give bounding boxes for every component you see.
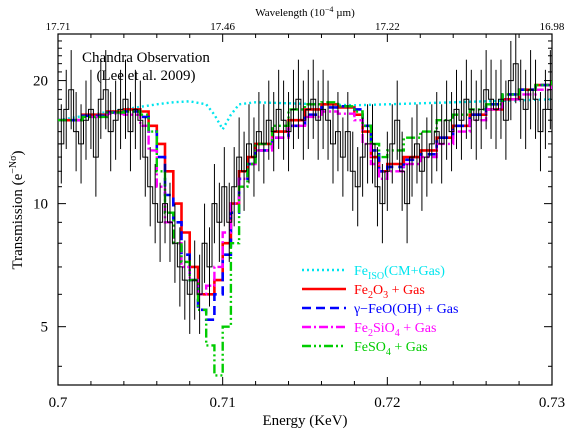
series-line [58, 82, 552, 321]
plot-frame [57, 33, 553, 386]
legend-label-part: (CM+Gas) [384, 264, 445, 279]
legend-label-part: 2 [368, 328, 373, 339]
legend-label: γ−FeO(OH) + Gas [353, 302, 458, 317]
series-line [58, 80, 552, 377]
x-tick-label: 0.72 [374, 395, 400, 411]
legend-label: Fe2O3 + Gas [354, 283, 425, 301]
x-tick-label: 0.7 [49, 395, 68, 411]
y-tick-labels: 5 10 20 [33, 74, 48, 336]
legend-label-part: Fe [354, 321, 368, 336]
series-line [58, 85, 552, 296]
legend-label-part: SiO [373, 321, 395, 336]
y-axis-title-close: ) [10, 151, 26, 156]
legend-label-part: 4 [395, 328, 400, 339]
y-axis-title-sup: −Nσ [8, 155, 19, 174]
series-line [58, 80, 552, 296]
y-tick-label: 20 [33, 74, 48, 90]
top-tick-labels: 17.71 17.46 17.22 16.98 [46, 21, 565, 33]
annotation-line1: Chandra Observation [82, 50, 210, 66]
top-tick-label: 17.46 [210, 21, 235, 33]
top-tick-label: 16.98 [540, 21, 565, 33]
x-tick-label: 0.71 [210, 395, 236, 411]
top-tick-label: 17.71 [46, 21, 71, 33]
top-axis-title: Wavelength (10−4 µm) [255, 5, 355, 19]
y-tick-label: 10 [33, 197, 48, 213]
legend-label-part: FeSO [354, 340, 386, 355]
axis-ticks [57, 33, 553, 385]
y-axis-title-main: Transmission (e [10, 173, 26, 269]
top-axis-title-sup: −4 [325, 5, 334, 14]
series-line [58, 98, 552, 132]
observation-histogram [58, 63, 552, 295]
legend-label-part: 2 [368, 290, 373, 301]
legend-label-part: + Gas [391, 340, 428, 355]
legend-label-part: 3 [383, 290, 388, 301]
model-lines [58, 80, 552, 377]
legend-label-part: Fe [354, 283, 368, 298]
observation-data [58, 34, 552, 334]
legend-label-part: + Gas [388, 283, 425, 298]
top-axis-title-close: µm) [333, 7, 355, 19]
legend-label-part: Fe [354, 264, 368, 279]
legend-label-part: + Gas [400, 321, 437, 336]
x-axis-title: Energy (KeV) [262, 413, 347, 429]
legend-label-part: ISO [368, 271, 384, 282]
legend-label: Fe2SiO4 + Gas [354, 321, 436, 339]
x-tick-label: 0.73 [539, 395, 565, 411]
x-tick-labels: 0.7 0.71 0.72 0.73 [49, 395, 566, 411]
top-axis-title-main: Wavelength (10 [255, 7, 325, 19]
legend-label-part: O [373, 283, 383, 298]
y-axis-title: Transmission (e−Nσ) [8, 151, 26, 270]
legend-label-part: 4 [386, 347, 391, 358]
legend-label: FeISO(CM+Gas) [354, 264, 445, 282]
y-tick-label: 5 [41, 320, 49, 336]
legend-label-part: γ−FeO(OH) + Gas [353, 302, 458, 317]
annotation-line2: (Lee et al. 2009) [96, 68, 195, 84]
legend-label: FeSO4 + Gas [354, 340, 428, 358]
top-tick-label: 17.22 [375, 21, 400, 33]
